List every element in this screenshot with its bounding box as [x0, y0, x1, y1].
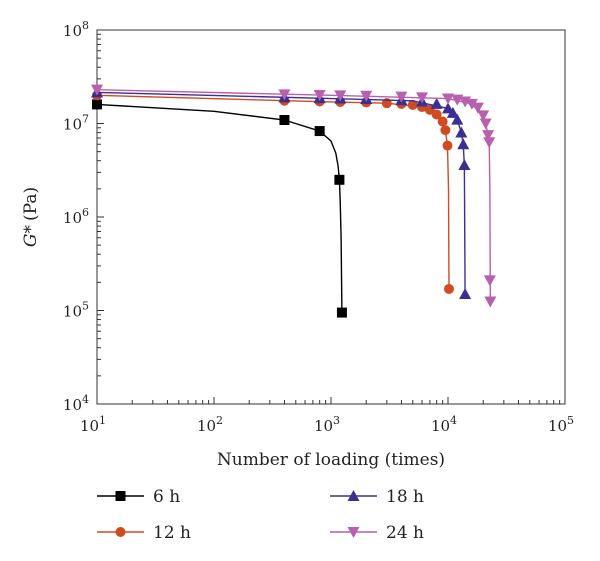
- y-axis-title: G* (Pa): [21, 187, 41, 247]
- legend-label: 6 h: [153, 487, 180, 507]
- data-point: [482, 130, 495, 142]
- data-point: [334, 174, 345, 185]
- data-point: [457, 138, 470, 150]
- x-tick-label: 105: [548, 414, 574, 435]
- data-point: [465, 98, 478, 110]
- y-tick-label-exp: 6: [82, 206, 89, 219]
- x-axis-title: Number of loading (times): [217, 450, 445, 470]
- y-tick-label: 105: [63, 300, 89, 321]
- x-tick-label-base: 10: [197, 417, 216, 435]
- data-point: [455, 126, 468, 138]
- data-point: [437, 116, 448, 127]
- legend-marker: [115, 527, 126, 537]
- data-point: [444, 283, 455, 294]
- x-tick-label-base: 10: [431, 417, 450, 435]
- legend: 6 h 12 h 18 h 24 h: [97, 487, 424, 543]
- data-point: [451, 113, 464, 125]
- legend-marker: [347, 527, 360, 538]
- data-point: [442, 140, 453, 151]
- legend-item: 18 h: [330, 487, 424, 507]
- data-point: [407, 99, 418, 110]
- data-point: [483, 137, 496, 149]
- x-tick-label: 103: [314, 414, 340, 435]
- legend-marker: [347, 490, 360, 501]
- data-point: [92, 99, 102, 110]
- legend-item: 12 h: [97, 523, 191, 543]
- x-tick-label-exp: 4: [450, 414, 457, 427]
- legend-item: 24 h: [330, 523, 424, 543]
- data-point: [471, 102, 484, 114]
- y-tick-label: 104: [63, 393, 89, 414]
- y-tick-label: 106: [63, 206, 89, 227]
- x-tick-label: 101: [80, 414, 106, 435]
- data-point: [395, 91, 408, 103]
- data-point: [360, 90, 373, 102]
- legend-label: 12 h: [153, 523, 191, 543]
- y-tick-label: 108: [63, 19, 89, 40]
- series-line: [96, 88, 492, 302]
- data-point: [459, 288, 472, 300]
- legend-label: 18 h: [386, 487, 424, 507]
- data-point: [313, 89, 326, 101]
- data-point: [430, 97, 443, 109]
- plot-area: [96, 29, 566, 405]
- data-point: [446, 106, 459, 118]
- x-tick-label-base: 10: [548, 417, 567, 435]
- y-tick-label-base: 10: [63, 303, 82, 321]
- data-point: [278, 89, 291, 101]
- data-point: [442, 93, 454, 105]
- x-tick-label: 102: [197, 414, 223, 435]
- legend-marker: [115, 491, 126, 501]
- series-layer: [91, 84, 497, 318]
- y-tick-label-base: 10: [63, 116, 82, 134]
- legend-label: 24 h: [386, 523, 424, 543]
- series-24-h: [91, 84, 497, 308]
- x-tick-label-exp: 1: [99, 414, 106, 427]
- series-line: [96, 103, 343, 313]
- data-point: [479, 118, 492, 130]
- data-point: [431, 109, 442, 120]
- series-line: [96, 94, 450, 289]
- x-tick-label-exp: 3: [333, 414, 340, 427]
- series-12-h: [92, 90, 455, 294]
- y-tick-label-base: 10: [63, 209, 82, 227]
- x-tick-label-base: 10: [314, 417, 333, 435]
- x-tick-label-exp: 5: [567, 414, 574, 427]
- data-point: [440, 125, 451, 136]
- y-tick-label-base: 10: [63, 22, 82, 40]
- y-tick-label-exp: 8: [82, 19, 89, 32]
- x-tick-label-base: 10: [80, 417, 99, 435]
- data-point: [336, 307, 347, 318]
- y-tick-label-exp: 7: [82, 113, 89, 126]
- data-point: [314, 126, 325, 137]
- series-6-h: [92, 99, 347, 318]
- data-point: [458, 158, 471, 170]
- data-point: [334, 90, 347, 102]
- y-tick-label-exp: 5: [82, 300, 89, 313]
- data-point: [91, 84, 103, 96]
- legend-item: 6 h: [97, 487, 180, 507]
- data-point: [477, 110, 490, 122]
- y-axis-title-symbol: G*: [21, 225, 41, 248]
- x-tick-label-exp: 2: [216, 414, 223, 427]
- data-point: [484, 296, 497, 308]
- y-axis-title-unit: (Pa): [21, 187, 41, 221]
- y-tick-label-exp: 4: [82, 393, 89, 406]
- y-tick-label-base: 10: [63, 396, 82, 414]
- y-tick-label: 107: [63, 113, 89, 134]
- data-point: [279, 115, 290, 126]
- x-tick-label: 104: [431, 414, 457, 435]
- data-point: [483, 275, 496, 287]
- data-point: [416, 92, 429, 104]
